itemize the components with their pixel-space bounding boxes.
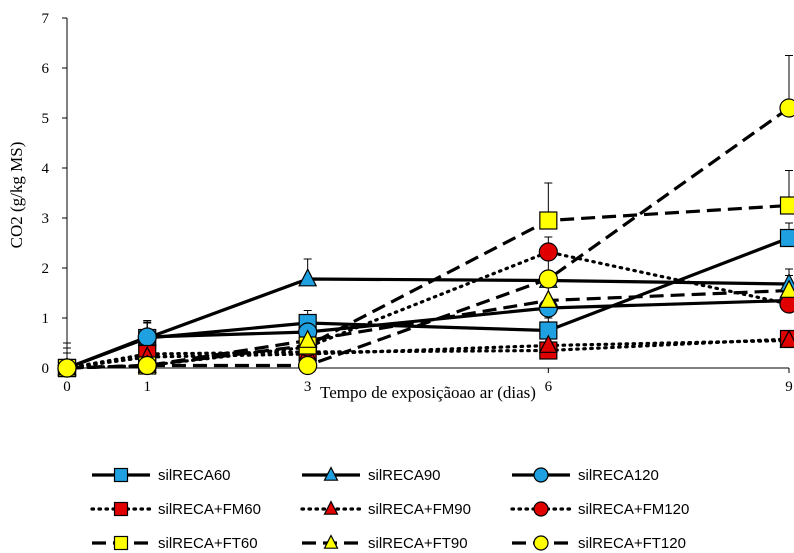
y-tick-label: 0 <box>42 361 50 377</box>
data-point <box>538 242 558 262</box>
legend-marker <box>533 501 549 517</box>
series-line <box>65 250 791 370</box>
legend-label: silRECA+FT90 <box>368 535 468 552</box>
data-point <box>137 355 157 376</box>
data-point <box>779 228 794 248</box>
legend-label: silRECA90 <box>368 467 441 484</box>
data-point <box>137 327 157 347</box>
data-point <box>779 329 794 348</box>
legend-label: silRECA+FM90 <box>368 501 471 518</box>
y-tick-label: 2 <box>42 261 50 277</box>
x-tick-label: 0 <box>63 379 71 395</box>
legend-label: silRECA+FT120 <box>578 535 686 552</box>
data-point <box>298 329 318 348</box>
y-tick-label: 3 <box>42 211 50 227</box>
legend-marker <box>323 534 339 549</box>
data-point <box>538 269 558 289</box>
y-tick-label: 6 <box>42 61 50 77</box>
series-line <box>65 337 791 370</box>
series-line <box>65 338 791 370</box>
data-point <box>538 334 558 353</box>
y-tick-label: 7 <box>42 11 50 27</box>
series-markers <box>57 98 794 378</box>
legend-label: silRECA+FT60 <box>158 535 258 552</box>
data-point <box>779 279 794 298</box>
data-point <box>57 358 77 378</box>
x-tick-label: 6 <box>545 379 553 395</box>
legend: silRECA60 silRECA90 silRECA120 silRECA+FM60… <box>90 466 689 552</box>
x-tick-label: 3 <box>304 379 312 395</box>
x-tick-label: 1 <box>143 379 151 395</box>
legend-label: silRECA60 <box>158 467 231 484</box>
legend-marker <box>113 535 129 551</box>
data-point <box>538 289 558 308</box>
y-axis-title: CO2 (g/kg MS) <box>7 142 26 249</box>
data-point <box>779 98 794 118</box>
legend-marker <box>323 466 339 481</box>
data-point <box>298 267 318 287</box>
x-axis-title: Tempo de exposiçãoao ar (dias) <box>320 383 536 402</box>
legend-marker <box>113 467 129 483</box>
data-point <box>298 355 318 376</box>
legend-marker <box>323 500 339 515</box>
y-tick-label: 5 <box>42 111 50 127</box>
legend-marker <box>113 501 129 517</box>
legend-label: silRECA+FM120 <box>578 501 689 518</box>
legend-label: silRECA+FM60 <box>158 501 261 518</box>
legend-label: silRECA120 <box>578 467 659 484</box>
legend-marker <box>533 467 549 483</box>
x-tick-label: 9 <box>785 379 793 395</box>
y-tick-label: 1 <box>42 311 50 327</box>
series-lines <box>65 106 791 370</box>
data-point <box>539 211 558 230</box>
y-tick-label: 4 <box>42 161 50 177</box>
data-point <box>779 196 794 215</box>
legend-marker <box>533 535 549 551</box>
axes: 0 1 2 3 4 5 6 7 0 1 3 6 9 Tempo de exposiçãoao ar (di… <box>7 11 793 402</box>
